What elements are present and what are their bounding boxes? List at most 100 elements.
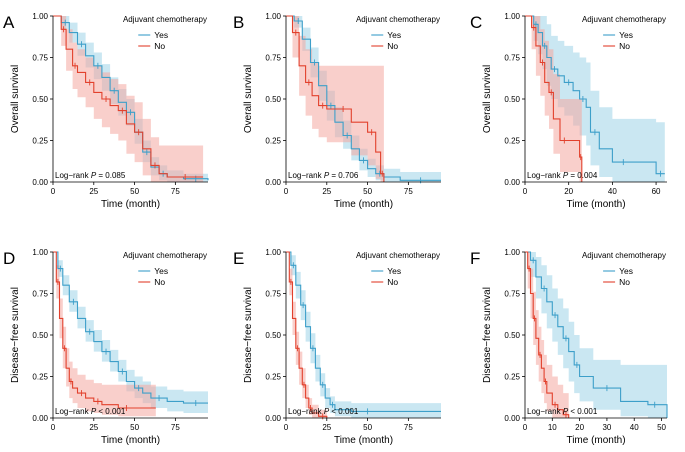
y-tick-label: 0.75 (32, 290, 48, 299)
km-panel-f: F 0.00 0.25 0.50 0.75 1.00 0 10 20 30 40 50 Time (mo… (470, 248, 668, 446)
legend-label-no: No (387, 277, 398, 287)
x-axis-title: Time (month) (566, 435, 625, 446)
survival-curve-yes (525, 15, 665, 175)
panel-letter: C (470, 13, 482, 32)
legend-label-no: No (387, 41, 398, 51)
x-tick-label: 75 (404, 423, 413, 432)
km-panel-b: B 0.00 0.25 0.50 0.75 1.00 0 25 50 75 Time (month)… (233, 12, 441, 210)
legend-label-no: No (619, 41, 630, 51)
panel-letter: A (3, 13, 15, 32)
x-tick-label: 60 (652, 187, 661, 196)
x-tick-label: 0 (284, 423, 289, 432)
y-tick-label: 0.75 (32, 54, 48, 63)
survival-curve-yes (53, 251, 208, 404)
y-tick-label: 0.00 (265, 178, 281, 187)
x-tick-label: 25 (89, 187, 98, 196)
legend-title: Adjuvant chemotherapy (123, 15, 207, 24)
ci-band-no (53, 16, 204, 182)
ci-band-yes (286, 252, 441, 418)
y-axis-title: Disease−free survival (10, 287, 21, 383)
y-tick-label: 1.00 (504, 248, 520, 257)
legend-title: Adjuvant chemotherapy (356, 15, 440, 24)
survival-curve-no (53, 15, 204, 178)
pvalue-annotation: Log−rank P < 0.001 (288, 407, 359, 416)
pvalue-annotation: Log−rank P < 0.001 (55, 407, 126, 416)
x-tick-label: 0 (523, 187, 528, 196)
y-axis-title: Disease−free survival (243, 287, 254, 383)
y-tick-label: 0.50 (504, 331, 520, 340)
x-tick-label: 50 (363, 187, 372, 196)
pvalue-part: P (324, 171, 330, 180)
pvalue-part: Log−rank (55, 407, 91, 416)
survival-curve-yes (286, 251, 441, 412)
x-tick-label: 50 (130, 423, 139, 432)
pvalue-part: P (91, 171, 97, 180)
y-tick-label: 0.00 (265, 414, 281, 423)
y-tick-label: 0.25 (32, 373, 48, 382)
y-tick-label: 0.50 (504, 95, 520, 104)
x-axis-title: Time (month) (334, 199, 393, 210)
legend-label-yes: Yes (387, 30, 401, 40)
x-tick-label: 30 (602, 423, 611, 432)
pvalue-part: Log−rank (527, 407, 563, 416)
ci-band-no (286, 16, 384, 182)
x-tick-label: 25 (322, 423, 331, 432)
pvalue-part: P (324, 407, 330, 416)
x-tick-label: 25 (89, 423, 98, 432)
legend-title: Adjuvant chemotherapy (582, 15, 666, 24)
pvalue-annotation: Log−rank P < 0.001 (527, 407, 598, 416)
pvalue-annotation: Log−rank P = 0.085 (55, 171, 126, 180)
y-tick-label: 1.00 (32, 12, 48, 21)
x-axis-title: Time (month) (334, 435, 393, 446)
y-tick-label: 0.25 (504, 373, 520, 382)
x-tick-label: 75 (404, 187, 413, 196)
legend-title: Adjuvant chemotherapy (123, 251, 207, 260)
x-axis-title: Time (month) (101, 435, 160, 446)
y-tick-label: 1.00 (32, 248, 48, 257)
y-tick-label: 1.00 (265, 12, 281, 21)
y-tick-label: 0.75 (504, 54, 520, 63)
y-tick-label: 0.00 (32, 414, 48, 423)
y-tick-label: 0.50 (265, 331, 281, 340)
y-tick-label: 0.25 (504, 137, 520, 146)
x-tick-label: 10 (548, 423, 557, 432)
pvalue-part: < 0.001 (568, 407, 598, 416)
pvalue-part: < 0.001 (329, 407, 359, 416)
x-tick-label: 50 (363, 423, 372, 432)
pvalue-part: Log−rank (288, 171, 324, 180)
x-tick-label: 75 (171, 187, 180, 196)
y-tick-label: 0.75 (265, 290, 281, 299)
pvalue-part: = 0.706 (329, 171, 359, 180)
y-tick-label: 0.75 (504, 290, 520, 299)
legend-label-yes: Yes (154, 30, 168, 40)
y-tick-label: 0.50 (32, 95, 48, 104)
y-tick-label: 0.75 (265, 54, 281, 63)
pvalue-part: P (563, 407, 569, 416)
pvalue-part: Log−rank (55, 171, 91, 180)
legend-title: Adjuvant chemotherapy (356, 251, 440, 260)
x-tick-label: 75 (171, 423, 180, 432)
y-tick-label: 0.50 (265, 95, 281, 104)
survival-curve-no (286, 251, 328, 418)
km-panel-e: E 0.00 0.25 0.50 0.75 1.00 0 25 50 75 Time (month)… (233, 248, 441, 446)
y-axis-title: Disease−free survival (482, 287, 493, 383)
y-tick-label: 1.00 (504, 12, 520, 21)
survival-curve-no (525, 15, 583, 182)
legend-label-yes: Yes (154, 266, 168, 276)
y-tick-label: 0.00 (504, 178, 520, 187)
x-axis-title: Time (month) (101, 199, 160, 210)
x-tick-label: 40 (608, 187, 617, 196)
survival-curve-no (53, 251, 156, 409)
y-axis-title: Overall survival (243, 65, 254, 133)
pvalue-part: = 0.085 (96, 171, 126, 180)
pvalue-annotation: Log−rank P = 0.706 (288, 171, 359, 180)
pvalue-part: P (91, 407, 97, 416)
y-tick-label: 0.00 (504, 414, 520, 423)
panel-letter: E (233, 249, 244, 268)
x-tick-label: 0 (51, 187, 56, 196)
legend-label-no: No (619, 277, 630, 287)
